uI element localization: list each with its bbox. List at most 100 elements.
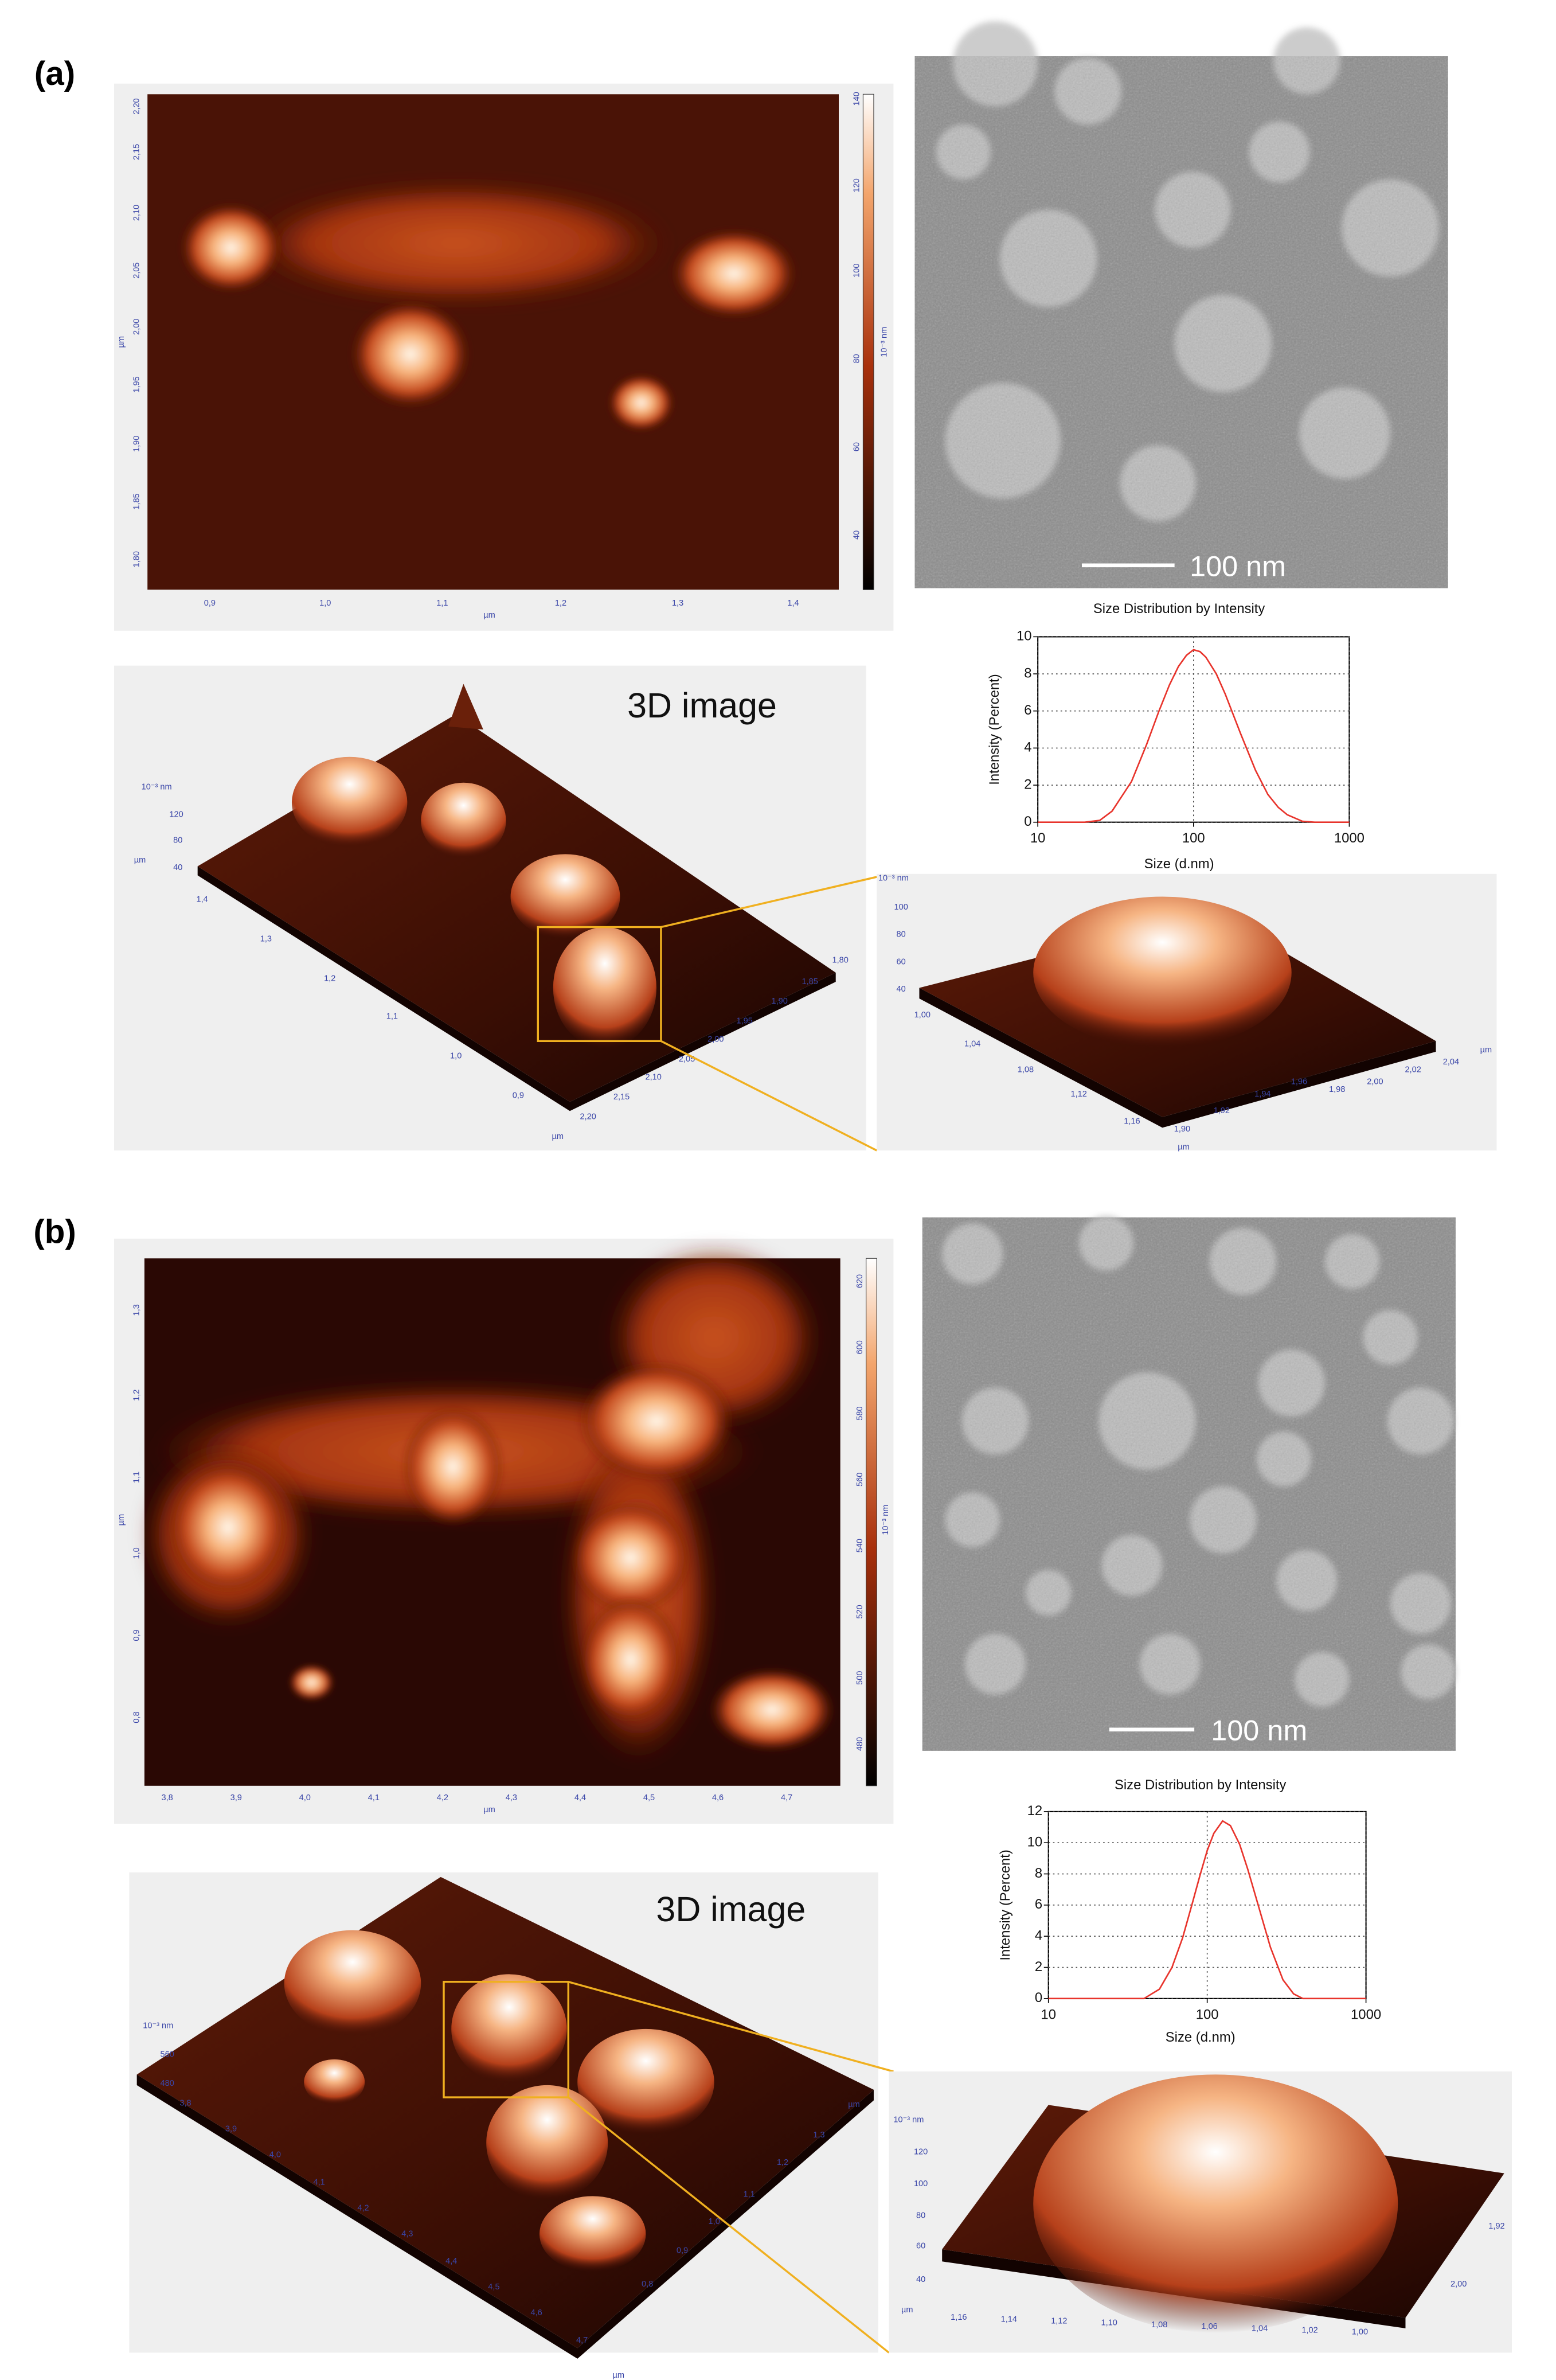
colorbar-tick-label: 540	[855, 1539, 865, 1552]
y-tick-label: 2,05	[132, 263, 142, 279]
y-axis-label: Intensity (Percent)	[987, 674, 1002, 785]
y-tick-label: 2,20	[580, 1113, 596, 1122]
x-tick-label: 4,2	[357, 2203, 369, 2213]
z-tick-label: 120	[914, 2147, 928, 2156]
chart-title: Size Distribution by Intensity	[1093, 601, 1265, 617]
panel-label: (b)	[33, 1213, 76, 1250]
afm-particle	[349, 299, 471, 409]
z-axis-unit: 10⁻³ nm	[142, 783, 172, 792]
tem-noise	[914, 56, 1448, 588]
y-tick-label: 1,92	[1214, 1106, 1230, 1115]
x-tick-label: 3,9	[225, 2125, 237, 2134]
x-tick-label: 1,06	[1201, 2322, 1217, 2331]
y-tick-label: 1,96	[1291, 1078, 1307, 1087]
x-tick-label: 4,1	[368, 1793, 380, 1802]
y-axis-unit: µm	[1480, 1045, 1492, 1055]
x-tick-label: 4,0	[299, 1793, 311, 1802]
y-tick-label: 8	[1035, 1866, 1042, 1881]
x-tick-label: 4,1	[314, 2178, 325, 2187]
y-tick-label: 0,9	[677, 2246, 688, 2256]
colorbar-tick-label: 580	[855, 1406, 865, 1420]
afm-features	[179, 182, 798, 432]
x-tick-label: 4,5	[488, 2283, 499, 2292]
scale-bar-label: 100 nm	[1211, 1714, 1307, 1746]
x-tick-label: 4,2	[437, 1793, 448, 1802]
y-axis-unit: µm	[117, 1514, 126, 1526]
y-tick-label: 2,10	[646, 1073, 662, 1082]
y-tick-label: 1,85	[802, 977, 818, 986]
y-tick-label: 2,00	[132, 319, 142, 335]
afm-particle	[179, 202, 283, 294]
colorbar-tick-label: 560	[855, 1473, 865, 1486]
surface-peak	[284, 1930, 421, 2037]
colorbar-tick-label: 600	[855, 1340, 865, 1354]
panel-label: (a)	[34, 55, 75, 92]
x-tick-label: 1,00	[1352, 2328, 1368, 2337]
x-tick-label: 4,6	[712, 1793, 724, 1802]
x-axis-unit: µm	[612, 2371, 624, 2380]
y-tick-label: 2,20	[132, 98, 142, 114]
z-tick-label: 100	[914, 2179, 928, 2188]
y-tick-label: 2,10	[132, 205, 142, 221]
y-tick-label: 2,04	[1443, 1058, 1459, 1067]
surface-peak	[1033, 896, 1292, 1049]
x-tick-label: 100	[1196, 2007, 1219, 2022]
y-tick-label: 1,0	[709, 2217, 720, 2226]
y-tick-label: 2,00	[1451, 2280, 1467, 2289]
x-tick-label: 1,04	[1252, 2324, 1268, 2333]
x-tick-label: 100	[1182, 830, 1205, 846]
x-tick-label: 1,3	[672, 599, 683, 608]
colorbar-unit: 10⁻³ nm	[881, 1505, 890, 1535]
y-tick-label: 1,90	[1174, 1125, 1190, 1134]
colorbar-tick-label: 480	[855, 1737, 865, 1751]
colorbar-tick-label: 100	[853, 264, 862, 278]
z-tick-label: 60	[897, 957, 906, 966]
z-tick-label: 60	[916, 2242, 925, 2251]
y-tick-label: 2,00	[707, 1035, 724, 1044]
surface-peak	[451, 1974, 567, 2084]
y-tick-label: 4	[1035, 1928, 1042, 1943]
surface-peak	[304, 2059, 365, 2105]
surface-peak	[577, 2028, 714, 2136]
afm-particle	[167, 1460, 289, 1594]
surface-peak	[1033, 2074, 1398, 2333]
x-axis-label: Size (d.nm)	[1144, 856, 1214, 872]
y-tick-label: 1,95	[132, 376, 142, 392]
y-tick-label: 1,3	[132, 1304, 142, 1316]
y-tick-label: 1,3	[813, 2131, 824, 2140]
y-tick-label: 1,94	[1254, 1090, 1270, 1099]
y-tick-label: 0,8	[132, 1711, 142, 1723]
x-tick-label: 1,00	[914, 1010, 931, 1020]
y-tick-label: 1,80	[832, 956, 848, 965]
x-tick-label: 1,1	[436, 599, 448, 608]
3d-title: 3D image	[627, 686, 777, 725]
x-tick-label: 1,12	[1051, 2317, 1067, 2326]
colorbar-tick-label: 520	[855, 1605, 865, 1618]
y-tick-label: 2,02	[1405, 1065, 1421, 1074]
y-tick-label: 1,80	[132, 551, 142, 567]
x-tick-label: 1000	[1351, 2007, 1381, 2022]
x-tick-label: 3,8	[162, 1793, 173, 1802]
y-tick-label: 0,9	[132, 1629, 142, 1641]
axis-unit: µm	[901, 2305, 913, 2315]
x-tick-label: 1,2	[324, 974, 335, 983]
afm-region	[243, 182, 669, 305]
y-tick-label: 10	[1027, 1834, 1043, 1850]
zoom-box	[537, 926, 662, 1043]
x-tick-label: 4,4	[445, 2257, 457, 2266]
colorbar-tick-label: 620	[855, 1274, 865, 1288]
data-line	[1048, 1820, 1366, 2000]
zoom-line	[660, 1040, 878, 1152]
y-axis-label: Intensity (Percent)	[998, 1850, 1013, 1960]
z-tick-label: 120	[169, 810, 183, 819]
colorbar-tick-label: 120	[853, 178, 862, 192]
afm-particle	[670, 228, 798, 319]
colorbar-tick-label: 140	[853, 92, 862, 106]
x-axis-unit: µm	[483, 611, 495, 620]
afm-image	[147, 94, 839, 590]
y-tick-label: 8	[1024, 665, 1031, 681]
y-tick-label: 1,0	[132, 1547, 142, 1559]
afm-particle	[578, 1595, 683, 1724]
x-tick-label: 1,1	[386, 1012, 398, 1021]
